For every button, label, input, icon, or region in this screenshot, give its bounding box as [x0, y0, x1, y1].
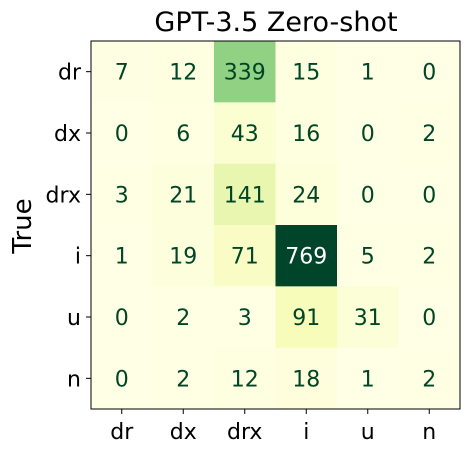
heatmap-cell — [152, 41, 215, 103]
heatmap-cell — [91, 286, 153, 349]
cell-value-label: 0 — [115, 367, 129, 392]
heatmap-cell — [91, 163, 153, 226]
y-tick-label: u — [67, 306, 81, 331]
heatmap-cell — [337, 347, 399, 410]
cell-value-label: 769 — [285, 245, 327, 270]
cell-value-label: 12 — [231, 367, 259, 392]
heatmap-cell — [398, 286, 461, 349]
cell-value-label: 24 — [292, 183, 320, 208]
cell-value-label: 2 — [176, 306, 190, 331]
cell-value-label: 2 — [176, 367, 190, 392]
cell-value-label: 2 — [422, 245, 436, 270]
cell-value-label: 15 — [292, 61, 320, 86]
heatmap-cell — [337, 225, 399, 287]
x-tick-label: u — [361, 420, 375, 445]
cell-value-label: 43 — [231, 122, 259, 147]
heatmap-cell — [398, 41, 461, 103]
heatmap-cell — [398, 347, 461, 410]
heatmap-cell — [91, 102, 153, 165]
heatmap-cell — [337, 163, 399, 226]
cell-value-label: 3 — [115, 183, 129, 208]
heatmap-cell — [337, 286, 399, 349]
cell-value-label: 1 — [361, 61, 375, 86]
chart-title: GPT-3.5 Zero-shot — [154, 7, 397, 38]
y-tick-labels: dr dx drx i u n — [46, 61, 91, 392]
cell-value-label: 1 — [361, 367, 375, 392]
cell-value-label: 71 — [231, 245, 259, 270]
y-tick-label: drx — [46, 183, 81, 208]
plot-frame — [90, 40, 461, 410]
heatmap-cell — [152, 286, 215, 349]
cell-value-label: 3 — [238, 306, 252, 331]
heatmap-cell — [214, 225, 276, 287]
x-tick-label: i — [303, 420, 309, 445]
heatmap-cell — [398, 225, 461, 287]
heatmap-cell — [214, 286, 276, 349]
heatmap-cell — [337, 102, 399, 165]
cell-value-label: 19 — [169, 245, 197, 270]
heatmap-cell — [214, 102, 276, 165]
heatmap-cell — [152, 347, 215, 410]
cell-value-label: 0 — [422, 61, 436, 86]
cell-value-label: 0 — [115, 306, 129, 331]
cell-value-label: 21 — [169, 183, 197, 208]
cell-value-label: 7 — [115, 61, 129, 86]
y-tick-label: i — [75, 245, 81, 270]
y-tick-label: n — [67, 367, 81, 392]
heatmap-cell — [91, 41, 153, 103]
cell-value-label: 16 — [292, 122, 320, 147]
cell-value-label: 6 — [176, 122, 190, 147]
heatmap-cell — [152, 102, 215, 165]
heatmap-cell — [214, 41, 276, 103]
heatmap-cell — [214, 347, 276, 410]
cell-value-label: 0 — [422, 306, 436, 331]
heatmap-cell — [214, 163, 276, 226]
heatmap-cell — [398, 102, 461, 165]
y-tick-label: dx — [54, 122, 81, 147]
cell-value-label: 18 — [292, 367, 320, 392]
heatmap-cell — [152, 225, 215, 287]
heatmap-cell — [275, 163, 338, 226]
heatmap-cell — [275, 286, 338, 349]
heatmap-cell — [275, 225, 338, 287]
heatmap-cell — [91, 347, 153, 410]
x-tick-label: dx — [170, 420, 197, 445]
y-tick-label: dr — [58, 61, 82, 86]
heatmap-cell — [152, 163, 215, 226]
cell-value-label: 141 — [224, 183, 266, 208]
heatmap-cell — [337, 41, 399, 103]
cell-value-label: 2 — [422, 367, 436, 392]
heatmap-cell — [398, 163, 461, 226]
cell-value-label: 91 — [292, 306, 320, 331]
cell-value-labels: 7 12 339 15 1 00 6 43 16 0 23 21 141 24 0 01 19 71 769 5 20 2… — [115, 61, 437, 393]
x-tick-label: drx — [227, 420, 262, 445]
heatmap-cell — [275, 41, 338, 103]
cell-value-label: 339 — [224, 61, 266, 86]
cell-value-label: 2 — [422, 122, 436, 147]
cell-value-label: 0 — [361, 183, 375, 208]
cell-value-label: 5 — [361, 245, 375, 270]
heatmap-cell — [275, 347, 338, 410]
x-tick-label: dr — [110, 420, 134, 445]
cell-value-label: 0 — [115, 122, 129, 147]
y-axis-label: True — [8, 198, 38, 254]
cell-value-label: 0 — [422, 183, 436, 208]
x-tick-label: n — [422, 420, 436, 445]
cell-value-label: 1 — [115, 245, 129, 270]
heatmap-cell — [91, 225, 153, 287]
heatmap-cells — [91, 41, 461, 410]
cell-value-label: 0 — [361, 122, 375, 147]
x-tick-labels: dr dx drx i u n — [110, 409, 436, 445]
cell-value-label: 31 — [354, 306, 382, 331]
cell-value-label: 12 — [169, 61, 197, 86]
heatmap-cell — [275, 102, 338, 165]
